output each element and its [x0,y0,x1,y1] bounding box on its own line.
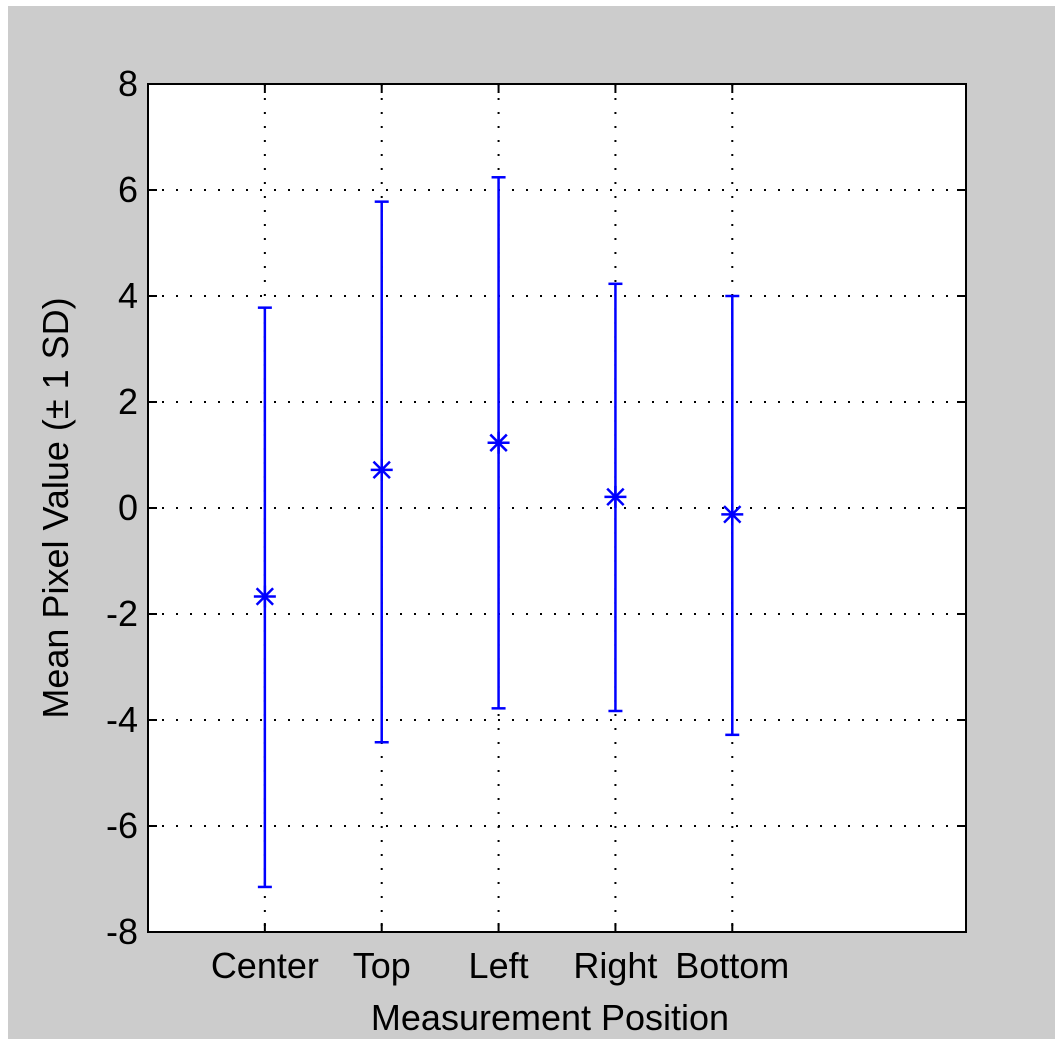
y-tick-label: 6 [118,169,138,210]
plot-area [148,84,966,932]
y-tick-label: -6 [106,805,138,846]
y-axis-label: Mean Pixel Value (± 1 SD) [35,297,76,718]
x-tick-label: Top [353,945,411,986]
x-tick-label: Right [573,945,657,986]
marker-stroke [606,487,625,507]
marker-stroke [489,433,508,452]
y-tick-label: 2 [118,381,138,422]
x-tick-label: Center [211,945,319,986]
marker-stroke [372,460,391,479]
y-tick-label: -2 [106,593,138,634]
data-series [253,176,744,889]
mean-marker [487,431,510,454]
x-tick-label: Bottom [675,945,789,986]
mean-marker [721,503,744,526]
y-tick-label: -4 [106,699,138,740]
marker-stroke [723,505,742,524]
mean-marker [370,458,393,481]
tick-labels: -8 -6 -4 -2 0 2 4 6 8 Center Top Left Right Bottom [106,63,789,986]
y-tick-label: 4 [118,275,138,316]
x-tick-label: Left [469,945,529,986]
mean-marker [604,485,627,508]
x-axis-label: Measurement Position [371,997,729,1038]
mean-marker [253,585,276,608]
marker-stroke [255,587,274,606]
y-tick-label: -8 [106,911,138,952]
axis-ticks [148,83,966,933]
y-tick-label: 0 [118,487,138,528]
y-tick-label: 8 [118,63,138,104]
